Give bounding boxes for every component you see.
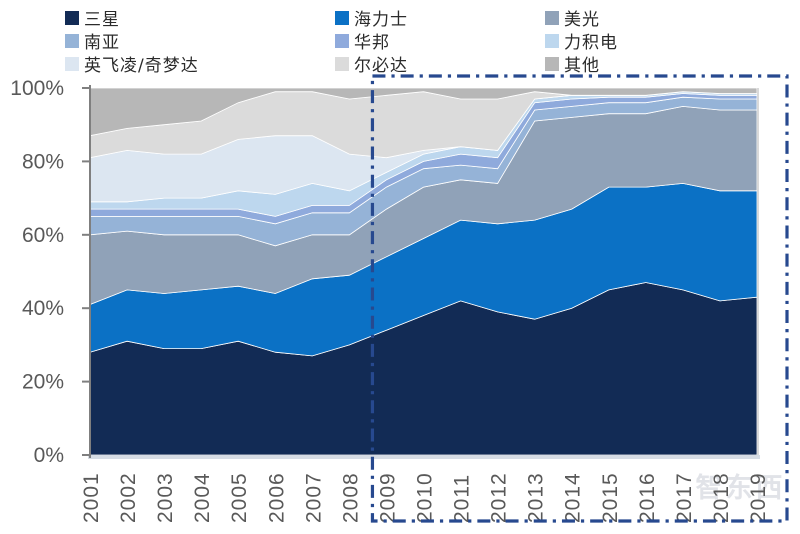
x-tick-label-2018: 2018 [710, 472, 733, 523]
x-tick-label-2005: 2005 [228, 472, 251, 523]
legend-swatch-hynix [335, 10, 349, 25]
x-tick-label-2019: 2019 [747, 472, 770, 523]
x-tick-label-2012: 2012 [488, 472, 511, 523]
legend-item-nanya: 南亚 [65, 28, 335, 53]
legend-swatch-winbond [335, 33, 349, 48]
legend-label-hynix: 海力士 [354, 10, 408, 30]
legend-swatch-infineon-qimonda [65, 56, 79, 71]
legend-swatch-micron [545, 10, 559, 25]
legend-swatch-others [545, 56, 559, 71]
legend-label-nanya: 南亚 [84, 33, 120, 53]
x-tick-label-2016: 2016 [636, 472, 659, 523]
x-tick-label-2013: 2013 [525, 472, 548, 523]
x-tick-label-2015: 2015 [599, 472, 622, 523]
legend-item-hynix: 海力士 [335, 5, 545, 30]
x-tick-label-2011: 2011 [451, 474, 474, 523]
legend-swatch-powerchip [545, 33, 559, 48]
legend-item-samsung: 三星 [65, 5, 335, 30]
x-tick-label-2001: 2001 [80, 472, 103, 523]
legend-label-elpida: 尔必达 [354, 56, 408, 76]
x-tick-label-2006: 2006 [265, 472, 288, 523]
highlight-dash-box [370, 74, 789, 523]
y-tick-label: 60% [22, 224, 64, 247]
x-tick-label-2017: 2017 [673, 472, 696, 523]
legend-swatch-samsung [65, 10, 79, 25]
legend-item-others: 其他 [545, 51, 795, 76]
x-tick-label-2004: 2004 [191, 472, 214, 523]
y-tick-label: 0% [34, 444, 64, 467]
y-tick-label: 100% [10, 77, 64, 100]
x-tick-label-2007: 2007 [302, 472, 325, 523]
legend-label-powerchip: 力积电 [564, 33, 618, 53]
x-tick-label-2010: 2010 [414, 472, 437, 523]
legend-item-winbond: 华邦 [335, 28, 545, 53]
x-tick-label-2003: 2003 [154, 472, 177, 523]
x-tick-label-2008: 2008 [339, 472, 362, 523]
x-tick-label-2002: 2002 [117, 472, 140, 523]
y-tick-label: 80% [22, 150, 64, 173]
legend-label-micron: 美光 [564, 10, 600, 30]
legend-item-powerchip: 力积电 [545, 28, 795, 53]
legend-label-samsung: 三星 [84, 10, 120, 30]
y-tick-label: 20% [22, 371, 64, 394]
legend-item-micron: 美光 [545, 5, 795, 30]
legend-swatch-elpida [335, 56, 349, 71]
x-tick-label-2014: 2014 [562, 472, 585, 523]
legend-item-elpida: 尔必达 [335, 51, 545, 76]
legend-label-winbond: 华邦 [354, 33, 390, 53]
chart-legend: 三星 海力士 美光 南亚 华邦 力积电 英飞凌/奇梦达 尔必达 [65, 5, 795, 76]
legend-swatch-nanya [65, 33, 79, 48]
x-tick-label-2009: 2009 [376, 472, 399, 523]
legend-item-infineon-qimonda: 英飞凌/奇梦达 [65, 51, 335, 76]
legend-label-infineon-qimonda: 英飞凌/奇梦达 [84, 56, 199, 76]
y-tick-label: 40% [22, 297, 64, 320]
legend-label-others: 其他 [564, 56, 600, 76]
